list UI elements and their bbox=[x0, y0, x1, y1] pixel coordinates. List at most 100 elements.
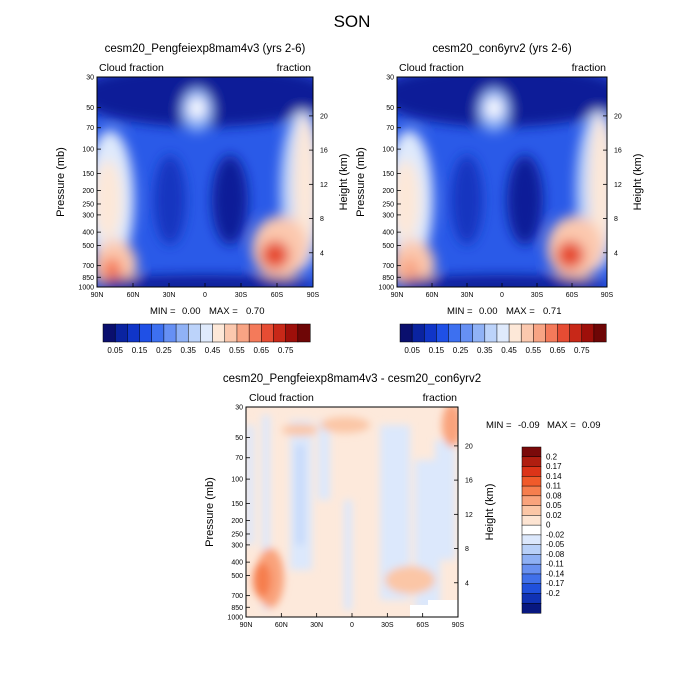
panel-3-colorbar-box bbox=[521, 602, 542, 614]
panel-2-yticks: 30 50 70 100 150 200 250 300 400 500 700 850 1000 bbox=[378, 75, 401, 292]
panel-3-title: cesm20_Pengfeiexp8mam4v3 - cesm20_con6yr… bbox=[223, 373, 481, 385]
panel-2-ytick-label: 150 bbox=[382, 171, 394, 178]
panel-1-y2tick-label: 4 bbox=[320, 250, 324, 257]
panel-2-y2tick-label: 20 bbox=[614, 113, 622, 120]
panel-3-colorbar-label: -0.05 bbox=[546, 540, 565, 549]
panel-3-y2tick-label: 20 bbox=[465, 443, 473, 450]
panel-3-ytick-label: 850 bbox=[231, 605, 243, 612]
panel-1-max-value: 0.70 bbox=[246, 306, 265, 317]
panel-2-y2ticks: 4 8 12 16 20 bbox=[603, 113, 622, 257]
panel-1-left-label: Cloud fraction bbox=[99, 62, 164, 74]
panel-3-colorbar-box bbox=[521, 495, 542, 507]
panel-1-min-value: 0.00 bbox=[182, 306, 201, 317]
panel-2-right-label: fraction bbox=[572, 62, 607, 74]
panel-2-colorbar-box bbox=[545, 323, 559, 343]
panel-1-colorbar-box bbox=[163, 323, 177, 343]
panel-2-y2tick-label: 4 bbox=[614, 250, 618, 257]
panel-3-min-value: -0.09 bbox=[518, 420, 540, 431]
panel-3-colorbar-label: 0.2 bbox=[546, 452, 558, 461]
panel-1-colorbar-label: 0.15 bbox=[132, 346, 148, 355]
panel-2-max-label: MAX = bbox=[506, 306, 535, 317]
panel-3-colorbar-label: 0.02 bbox=[546, 511, 562, 520]
panel-2-y2tick-label: 12 bbox=[614, 182, 622, 189]
panel-2-colorbar-box bbox=[533, 323, 546, 343]
panel-2-xticks: 90N 60N 30N 0 30S 60S 90S bbox=[391, 283, 614, 299]
panel-3-colorbar-box bbox=[521, 583, 542, 595]
panel-1-colorbar-label: 0.65 bbox=[254, 346, 270, 355]
panel-2-xtick-label: 60S bbox=[566, 292, 579, 299]
panel-2-colorbar-box bbox=[581, 323, 595, 343]
panel-2-colorbar-box bbox=[448, 323, 462, 343]
panel-3-ytick-label: 100 bbox=[231, 477, 243, 484]
panel-1-ytick-label: 200 bbox=[82, 188, 94, 195]
panel-2-xtick-label: 30S bbox=[531, 292, 544, 299]
panel-3-xtick-label: 90N bbox=[240, 622, 253, 629]
panel-1-ytick-label: 300 bbox=[82, 212, 94, 219]
panel-1-colorbar-box bbox=[285, 323, 299, 343]
panel-3-colorbar-box bbox=[521, 534, 542, 546]
panel-2: cesm20_con6yrv2 (yrs 2-6) Cloud fraction… bbox=[355, 43, 644, 355]
panel-1-xtick-label: 90N bbox=[91, 292, 104, 299]
panel-1-colorbar-box bbox=[297, 323, 311, 343]
panel-2-ytick-label: 200 bbox=[382, 188, 394, 195]
panel-2-ytick-label: 30 bbox=[386, 75, 394, 82]
panel-2-colorbar: 0.05 0.15 0.25 0.35 0.45 0.55 0.65 0.75 bbox=[399, 323, 607, 355]
panel-3-colorbar-box bbox=[521, 563, 542, 575]
panel-3-colorbar-label: 0.05 bbox=[546, 501, 562, 510]
panel-2-colorbar-label: 0.65 bbox=[550, 346, 566, 355]
panel-3-colorbar-box bbox=[521, 593, 542, 604]
panel-2-y2tick-label: 8 bbox=[614, 216, 618, 223]
panel-2-ytick-label: 100 bbox=[382, 147, 394, 154]
panel-2-ytick-label: 300 bbox=[382, 212, 394, 219]
panel-1-colorbar-box bbox=[200, 323, 214, 343]
panel-2-ytick-label: 50 bbox=[386, 105, 394, 112]
panel-1-ytick-label: 70 bbox=[86, 125, 94, 132]
panel-1-ytick-label: 30 bbox=[86, 75, 94, 82]
panel-1-colorbar-label: 0.35 bbox=[180, 346, 196, 355]
panel-1-y2tick-label: 12 bbox=[320, 182, 328, 189]
panel-1-y2tick-label: 16 bbox=[320, 148, 328, 155]
panel-1-y2label: Height (km) bbox=[338, 154, 350, 211]
panel-1-min-label: MIN = bbox=[150, 306, 176, 317]
panel-1-colorbar-box bbox=[139, 323, 153, 343]
panel-1-colorbar-box bbox=[175, 323, 189, 343]
panel-1-colorbar-box bbox=[248, 323, 262, 343]
panel-2-colorbar-label: 0.35 bbox=[477, 346, 493, 355]
panel-2-colorbar-box bbox=[496, 323, 510, 343]
panel-3-xtick-label: 90S bbox=[452, 622, 465, 629]
panel-1-colorbar-box bbox=[236, 323, 250, 343]
panel-1-colorbar: 0.05 0.15 0.25 0.35 0.45 0.55 0.65 0.75 bbox=[102, 323, 311, 355]
panel-3-ytick-label: 250 bbox=[231, 531, 243, 538]
panel-1-ytick-label: 1000 bbox=[78, 285, 94, 292]
panel-1-xtick-label: 0 bbox=[203, 292, 207, 299]
panel-3-colorbar-box bbox=[521, 476, 542, 487]
panel-1-y2tick-label: 8 bbox=[320, 216, 324, 223]
panel-1-ytick-label: 700 bbox=[82, 263, 94, 270]
panel-3-ytick-label: 500 bbox=[231, 573, 243, 580]
panel-2-colorbar-label: 0.75 bbox=[574, 346, 590, 355]
panel-2-ytick-label: 70 bbox=[386, 125, 394, 132]
panel-1-colorbar-label: 0.45 bbox=[205, 346, 221, 355]
panel-2-min-value: 0.00 bbox=[479, 306, 498, 317]
panel-1-xtick-label: 60S bbox=[271, 292, 284, 299]
panel-2-colorbar-box bbox=[460, 323, 474, 343]
panel-2-ytick-label: 250 bbox=[382, 201, 394, 208]
panel-3-ytick-label: 300 bbox=[231, 542, 243, 549]
panel-2-max-value: 0.71 bbox=[543, 306, 562, 317]
panel-1-colorbar-box bbox=[114, 323, 128, 343]
panel-1-colorbar-box bbox=[127, 323, 141, 343]
panel-2-colorbar-box bbox=[520, 323, 534, 343]
panel-1: cesm20_Pengfeiexp8mam4v3 (yrs 2-6) Cloud… bbox=[55, 43, 350, 355]
panel-3-colorbar-label: 0.11 bbox=[546, 482, 562, 491]
panel-3-xtick-label: 30S bbox=[381, 622, 394, 629]
panel-1-colorbar-label: 0.05 bbox=[107, 346, 123, 355]
panel-3-colorbar-label: 0 bbox=[546, 521, 551, 530]
panel-3-ytick-label: 50 bbox=[235, 435, 243, 442]
panel-3-xtick-label: 0 bbox=[350, 622, 354, 629]
panel-3-ytick-label: 70 bbox=[235, 455, 243, 462]
panel-3-ytick-label: 150 bbox=[231, 501, 243, 508]
panel-3-ytick-label: 400 bbox=[231, 560, 243, 567]
panel-1-colorbar-label: 0.55 bbox=[229, 346, 245, 355]
panel-3-ylabel: Pressure (mb) bbox=[204, 477, 216, 547]
